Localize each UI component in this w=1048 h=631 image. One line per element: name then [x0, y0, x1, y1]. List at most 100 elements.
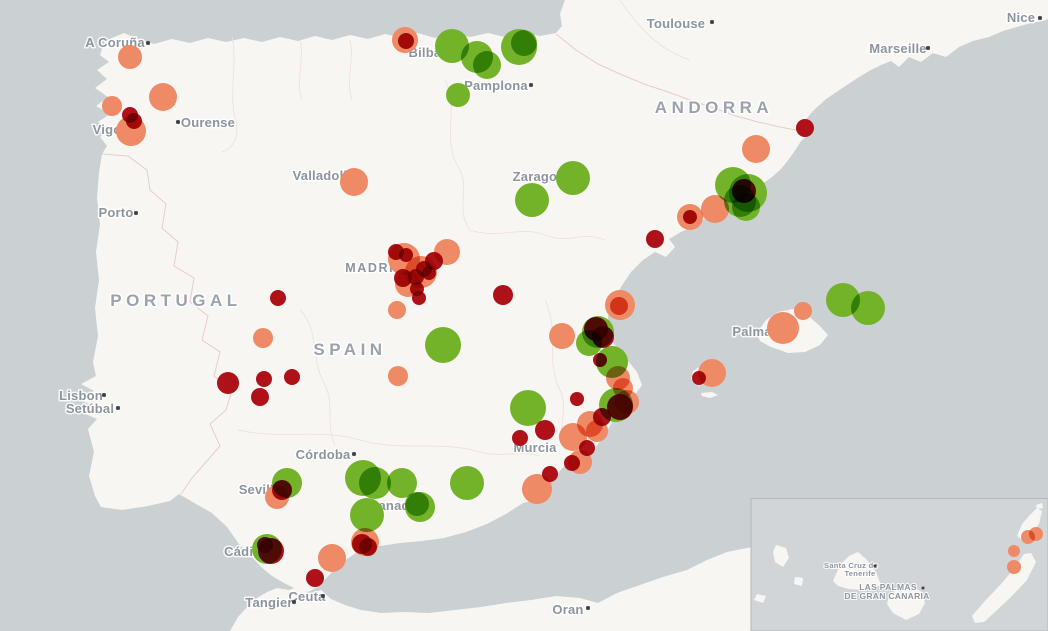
marker-dark-red[interactable] [593, 408, 611, 426]
marker-dark-red[interactable] [251, 388, 269, 406]
marker-salmon[interactable] [1029, 527, 1043, 541]
marker-salmon[interactable] [388, 366, 408, 386]
marker-dark-red[interactable] [493, 285, 513, 305]
city-dot [1038, 16, 1042, 20]
marker-dark-red[interactable] [593, 353, 607, 367]
land-north-africa [230, 547, 752, 631]
marker-green[interactable] [511, 30, 537, 56]
marker-green[interactable] [450, 466, 484, 500]
marker-dark-red[interactable] [284, 369, 300, 385]
marker-green[interactable] [473, 51, 501, 79]
city-label-lisbon: Lisbon [59, 388, 103, 403]
country-label-andorra: ANDORRA [655, 98, 773, 117]
marker-dark-red[interactable] [398, 33, 414, 49]
city-label-set-bal: Setúbal [66, 401, 114, 416]
marker-dark-red[interactable] [359, 538, 377, 556]
marker-salmon[interactable] [1008, 545, 1020, 557]
marker-dark-red[interactable] [570, 392, 584, 406]
marker-dark-red[interactable] [217, 372, 239, 394]
marker-green[interactable] [359, 467, 391, 499]
island-tenerife [833, 552, 881, 590]
inset-label-las-palmas: LAS PALMAS [859, 582, 917, 592]
marker-salmon[interactable] [340, 168, 368, 196]
marker-green[interactable] [405, 492, 429, 516]
marker-dark-red[interactable] [796, 119, 814, 137]
marker-green[interactable] [515, 183, 549, 217]
marker-orange[interactable] [610, 297, 628, 315]
marker-salmon[interactable] [701, 195, 729, 223]
marker-salmon[interactable] [118, 45, 142, 69]
marker-dark-red[interactable] [412, 291, 426, 305]
marker-green[interactable] [387, 468, 417, 498]
marker-green[interactable] [435, 29, 469, 63]
marker-dark-red[interactable] [422, 266, 436, 280]
marker-dark-red[interactable] [646, 230, 664, 248]
marker-green[interactable] [510, 390, 546, 426]
marker-green[interactable] [425, 327, 461, 363]
marker-dark-red[interactable] [683, 210, 697, 224]
marker-dark-red[interactable] [535, 420, 555, 440]
marker-dark-red[interactable] [126, 113, 142, 129]
marker-dark-red[interactable] [732, 179, 756, 203]
marker-salmon[interactable] [149, 83, 177, 111]
marker-dark-red[interactable] [579, 440, 595, 456]
marker-dark-red[interactable] [306, 569, 324, 587]
marker-green[interactable] [350, 498, 384, 532]
marker-salmon[interactable] [1007, 560, 1021, 574]
marker-dark-red[interactable] [399, 248, 413, 262]
marker-dark-red[interactable] [564, 455, 580, 471]
city-dot [134, 211, 138, 215]
marker-green[interactable] [556, 161, 590, 195]
marker-salmon[interactable] [388, 301, 406, 319]
marker-salmon[interactable] [318, 544, 346, 572]
marker-salmon[interactable] [102, 96, 122, 116]
marker-green[interactable] [446, 83, 470, 107]
city-label-toulouse: Toulouse [647, 16, 705, 31]
city-dot [586, 606, 590, 610]
marker-salmon[interactable] [742, 135, 770, 163]
marker-green[interactable] [851, 291, 885, 325]
city-label-palma: Palma [732, 324, 772, 339]
city-dot [146, 41, 150, 45]
city-dot [176, 120, 180, 124]
city-dot [116, 406, 120, 410]
city-label-tangier: Tangier [245, 595, 292, 610]
marker-dark-red[interactable] [692, 371, 706, 385]
island-el-hierro [754, 594, 766, 603]
marker-dark-red[interactable] [270, 290, 286, 306]
city-dot [102, 393, 106, 397]
marker-dark-red[interactable] [272, 480, 292, 500]
marker-salmon[interactable] [794, 302, 812, 320]
marker-dark-red[interactable] [394, 269, 412, 287]
marker-salmon[interactable] [253, 328, 273, 348]
marker-green[interactable] [596, 346, 628, 378]
inset-label-santa-cruz-de: Santa Cruz de [824, 561, 878, 570]
border-portugal-spain [101, 153, 233, 495]
marker-dark-red[interactable] [542, 466, 558, 482]
city-dot [321, 594, 325, 598]
city-label-porto: Porto [99, 205, 134, 220]
marker-dark-red[interactable] [257, 537, 273, 553]
city-label-marseille: Marseille [869, 41, 926, 56]
marker-dark-red[interactable] [512, 430, 528, 446]
inset-label-tenerife: Tenerife [844, 569, 875, 578]
marker-salmon[interactable] [549, 323, 575, 349]
city-label-ourense: Ourense [181, 115, 235, 130]
country-label-portugal: PORTUGAL [110, 291, 241, 310]
island-la-graciosa [1036, 503, 1043, 509]
marker-dark-red[interactable] [256, 371, 272, 387]
marker-salmon[interactable] [522, 474, 552, 504]
marker-salmon[interactable] [767, 312, 799, 344]
marker-salmon[interactable] [559, 423, 587, 451]
marker-dark-red[interactable] [408, 269, 424, 285]
city-dot [926, 46, 930, 50]
marker-dark-red[interactable] [607, 394, 633, 420]
marker-dark-red[interactable] [592, 326, 614, 348]
city-dot [292, 600, 296, 604]
city-dot [529, 83, 533, 87]
island-formentera [701, 392, 718, 398]
